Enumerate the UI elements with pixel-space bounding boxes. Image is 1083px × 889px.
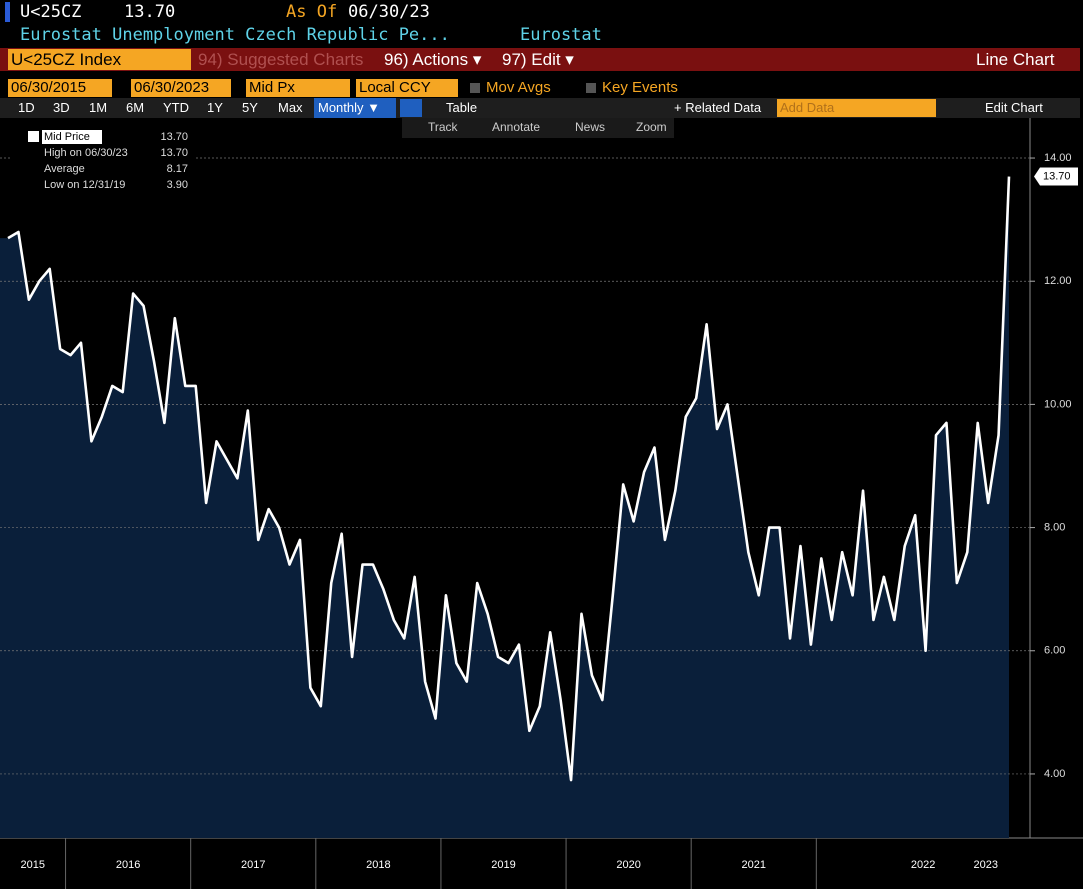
checkbox[interactable] <box>586 83 596 93</box>
legend-label: Average <box>44 163 85 175</box>
legend-value: 13.70 <box>160 131 188 143</box>
related[interactable]: + Related Data <box>674 100 762 115</box>
legend-label-bg <box>42 178 148 192</box>
menu-item[interactable]: 94) Suggested Charts <box>198 50 364 69</box>
x-tick-label: 2018 <box>366 859 390 871</box>
y-tick-label: 10.00 <box>1044 398 1072 410</box>
as-of-date: 06/30/23 <box>348 2 430 22</box>
y-tick-label: 12.00 <box>1044 275 1072 287</box>
range[interactable]: Max <box>278 100 303 115</box>
tool[interactable]: Annotate <box>492 120 541 134</box>
range[interactable]: 6M <box>126 100 145 115</box>
price: 13.70 <box>124 2 176 22</box>
line-icon[interactable] <box>400 99 422 117</box>
start-date[interactable]: 06/30/2015 <box>8 79 112 97</box>
range[interactable]: 5Y <box>242 100 258 115</box>
tool-bar <box>402 118 674 138</box>
key-events[interactable]: Key Events <box>602 79 678 96</box>
area <box>0 176 1009 839</box>
y-tick-label: 6.00 <box>1044 645 1065 657</box>
description: Eurostat Unemployment Czech Republic Pe.… <box>20 25 450 45</box>
x-tick-label: 2021 <box>742 859 766 871</box>
legend-label: Mid Price <box>44 131 90 143</box>
legend-label-bg <box>42 130 102 144</box>
index-box[interactable]: U<25CZ Index <box>8 49 191 70</box>
add-data[interactable]: Add Data <box>777 99 936 117</box>
x-tick-label: 2015 <box>21 859 45 871</box>
range[interactable]: 1Y <box>207 100 223 115</box>
periodicity[interactable]: Monthly ▼ <box>314 98 396 118</box>
legend-value: 3.90 <box>167 179 188 191</box>
as-of-label: As Of <box>286 2 338 22</box>
menu-bar <box>0 48 1080 71</box>
line <box>7 176 1011 782</box>
tool[interactable]: News <box>575 120 606 134</box>
field[interactable]: Mid Px <box>246 79 350 97</box>
tool[interactable]: Zoom <box>636 120 667 134</box>
last-flag <box>1034 167 1078 186</box>
range[interactable]: YTD <box>163 100 189 115</box>
range[interactable]: 3D <box>53 100 70 115</box>
legend-label-bg <box>42 162 102 176</box>
x-tick-label: 2016 <box>116 859 140 871</box>
legend-label: High on 06/30/23 <box>44 147 128 159</box>
menu-item[interactable]: 96) Actions ▾ <box>384 50 482 69</box>
legend-box <box>10 127 196 197</box>
y-tick-label: 8.00 <box>1044 521 1065 533</box>
currency[interactable]: Local CCY <box>356 79 458 97</box>
last-label: 13.70 <box>1043 170 1071 182</box>
chart-type: Line Chart <box>976 50 1055 69</box>
legend-value: 8.17 <box>167 163 188 175</box>
end-date[interactable]: 06/30/2023 <box>131 79 231 97</box>
x-tick-label: 2023 <box>973 859 997 871</box>
source: Eurostat <box>520 25 602 45</box>
range[interactable]: 1M <box>89 100 108 115</box>
x-tick-label: 2019 <box>491 859 515 871</box>
menu-item[interactable]: 97) Edit ▾ <box>502 50 574 69</box>
table[interactable]: Table <box>446 100 478 115</box>
ticker: U<25CZ <box>20 2 82 22</box>
legend-value: 13.70 <box>160 147 188 159</box>
legend-label-bg <box>42 146 152 160</box>
x-tick-label: 2017 <box>241 859 265 871</box>
legend-label: Low on 12/31/19 <box>44 179 125 191</box>
mov-avgs[interactable]: Mov Avgs <box>486 79 551 96</box>
legend-swatch <box>28 131 39 142</box>
y-tick-label: 4.00 <box>1044 768 1065 780</box>
x-tick-label: 2022 <box>911 859 935 871</box>
range[interactable]: 1D <box>18 100 35 115</box>
tool[interactable]: Track <box>428 120 458 134</box>
marker <box>5 2 10 22</box>
edit-chart[interactable]: Edit Chart <box>985 100 1043 115</box>
x-tick-label: 2020 <box>616 859 640 871</box>
checkbox[interactable] <box>470 83 480 93</box>
y-tick-label: 14.00 <box>1044 152 1072 164</box>
